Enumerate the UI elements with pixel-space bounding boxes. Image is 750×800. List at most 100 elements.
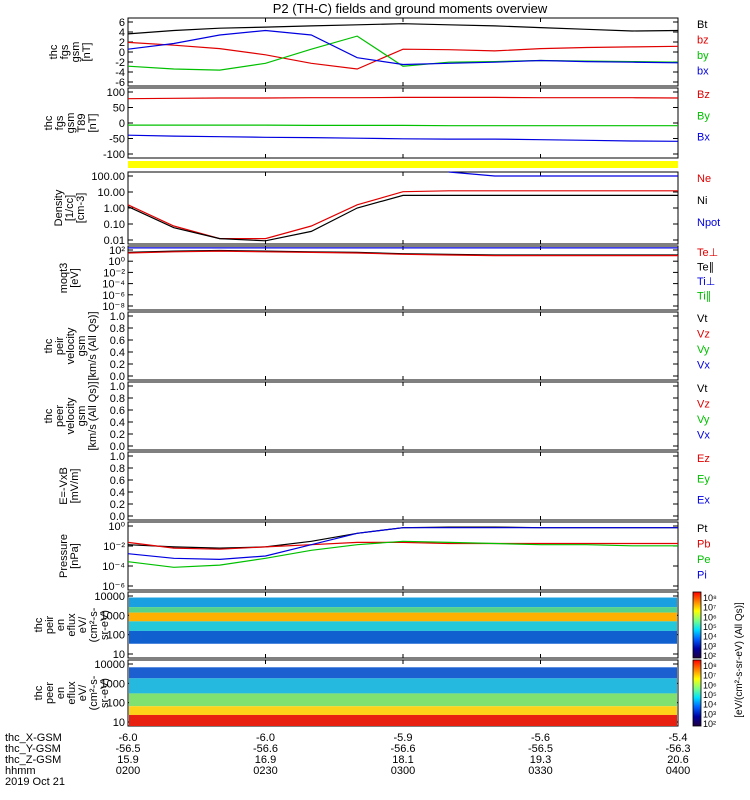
legend-entry: Pi [697,570,707,582]
y-axis-label-line: peir [54,336,66,355]
y-axis-label: E=-VxB[mV/m] [58,467,81,505]
time-axis-tick-label: 20.6 [667,754,688,766]
y-axis-label-line: [nPa] [69,543,81,569]
time-axis-tick-label: 19.3 [530,754,551,766]
spectrogram-band [129,693,677,707]
y-tick-label: 50 [113,103,125,115]
y-tick-label: -100 [103,149,125,161]
y-tick-label: -2 [115,57,125,69]
y-tick-label: 0.4 [110,487,125,499]
y-axis-label-line: peir [44,615,56,634]
colorbar-strip [692,659,702,727]
panel-peir_vel: 1.00.80.60.40.20.0 thcpeirvelocitygsm[km/… [43,311,710,383]
time-axis-row-label: thc_X-GSM [5,732,62,744]
legend-entry: Ti∥ [697,291,711,303]
y-axis-label-line: thc [48,44,60,59]
legend-entry: Vt [697,383,707,395]
panel-frame [127,311,679,381]
series-temp-Te⊥ [127,250,678,257]
y-axis-label-line: gsm [76,336,88,357]
legend-entry: Pb [697,539,710,551]
y-tick-label: 0.2 [110,429,125,441]
colorbar-tick-label: 10⁷ [703,671,716,681]
time-axis-tick-label: -56.6 [253,743,278,755]
quality-flag-bar [128,161,678,168]
panel-peer_vel: 1.00.80.60.40.20.0 thcpeervelocitygsm[km/… [43,381,710,453]
y-axis-label-line: [eV] [69,268,81,288]
y-tick-label: 1000 [101,678,125,690]
colorbar-tick-label: 10³ [703,709,716,719]
y-axis-label-line: [mV/m] [69,469,81,504]
legend-entry: Ni [697,195,707,207]
panels-group: 6420-2-4-6thcfgsgsm[nT]Btbzbybx100500-50… [33,17,720,729]
y-tick-label: 10.00 [97,187,125,199]
legend-entry: Ti⊥ [697,276,715,288]
legend-entry: Vx [697,430,710,442]
legend-entry: Ez [697,453,710,465]
series-density-Ni [127,194,678,242]
time-axis-tick-label: -56.3 [665,743,690,755]
panel-efield: 1.00.80.60.40.20.0 E=-VxB[mV/m] Ez Ey Ex [58,451,710,523]
colorbar-tick-label: 10³ [703,641,716,651]
y-axis-label-line: [km/s (All Qs)] [87,311,99,380]
legend-entry: Pe [697,554,710,566]
y-axis-label-line: [nT] [87,114,99,133]
y-tick-label: 10000 [94,659,125,671]
panel-fgs_t89: 100 50 0 -50 -100 thcfgsgsmT89[nT] Bz By Bx [43,87,710,161]
legend-entry: Ne [697,173,711,185]
time-axis-row-label: 2019 Oct 21 [5,776,65,788]
legend-entry: Vy [697,414,710,426]
legend-entry: Vt [697,313,707,325]
time-axis-tick-label: 0300 [391,765,415,777]
panel-frame [127,521,679,591]
legend-entry: Vz [697,329,710,341]
series-pressure-Pi [127,527,678,561]
panel-peir_en: 10000100010010thcpeirenefluxeV/(cm²-s-sr… [33,591,679,661]
y-tick-label: 1.0 [110,381,125,393]
legend-entry: Ex [697,494,710,506]
series-fgs-bz [127,41,679,70]
y-axis-label-line: thc [43,115,55,130]
y-axis-label-line: [1/cc] [64,195,76,221]
time-axis-tick-label: 0200 [116,765,140,777]
colorbar-tick-label: 10⁵ [703,622,717,632]
y-axis-label-line: eV/ [77,684,89,701]
legend-entry: By [697,110,710,122]
y-axis-label-line: velocity [65,397,77,434]
colorbar-tick-label: 10⁸ [703,593,717,603]
series-fgs-Bt [127,23,679,35]
y-axis-label-line: E=-VxB [58,467,70,505]
y-tick-label: 100 [107,698,125,710]
panel-frame [127,451,679,521]
colorbar: 10⁸10⁷10⁶10⁵10⁴10³10²10⁸10⁷10⁶10⁵10⁴10³1… [692,591,745,729]
series-fgs_t89-Bx [127,134,679,142]
time-axis-tick-label: 18.1 [392,754,413,766]
time-axis-tick-label: -6.0 [119,732,138,744]
panel-frame [127,171,679,245]
y-tick-label: 10000 [94,591,125,603]
time-axis-tick-label: -56.6 [390,743,415,755]
time-axis-row-label: thc_Z-GSM [5,754,61,766]
y-tick-label: 0.6 [110,475,125,487]
y-axis-label-line: en [55,619,67,631]
y-axis-label-line: Pressure [58,534,70,578]
panel-density: 100.00 10.00 1.00 0.10 0.01 Density[1/cc][cm-… [53,171,720,247]
y-axis-label-line: [nT] [81,43,93,62]
time-axis-tick-label: 0400 [666,765,690,777]
series-fgs-bx [127,29,679,66]
y-tick-label: 100.00 [91,171,125,183]
series-density-Ne [127,190,678,240]
y-axis-label-line: eflux [66,613,78,637]
y-tick-label: 10⁻⁶ [102,581,125,593]
y-tick-label: 10⁻⁴ [102,279,125,291]
y-tick-label: 0.0 [110,371,125,383]
y-axis-label-line: gsm [65,113,77,134]
y-axis-label: thcpeervelocitygsm[km/s (All Qs)] [43,381,99,450]
y-axis-label-line: en [55,687,67,699]
y-tick-label: 100 [107,87,125,99]
spectrogram-band [129,621,677,631]
y-tick-label: 1.0 [110,451,125,463]
spectrogram-peir_en [129,597,677,644]
y-axis-label-line: thc [43,408,55,423]
